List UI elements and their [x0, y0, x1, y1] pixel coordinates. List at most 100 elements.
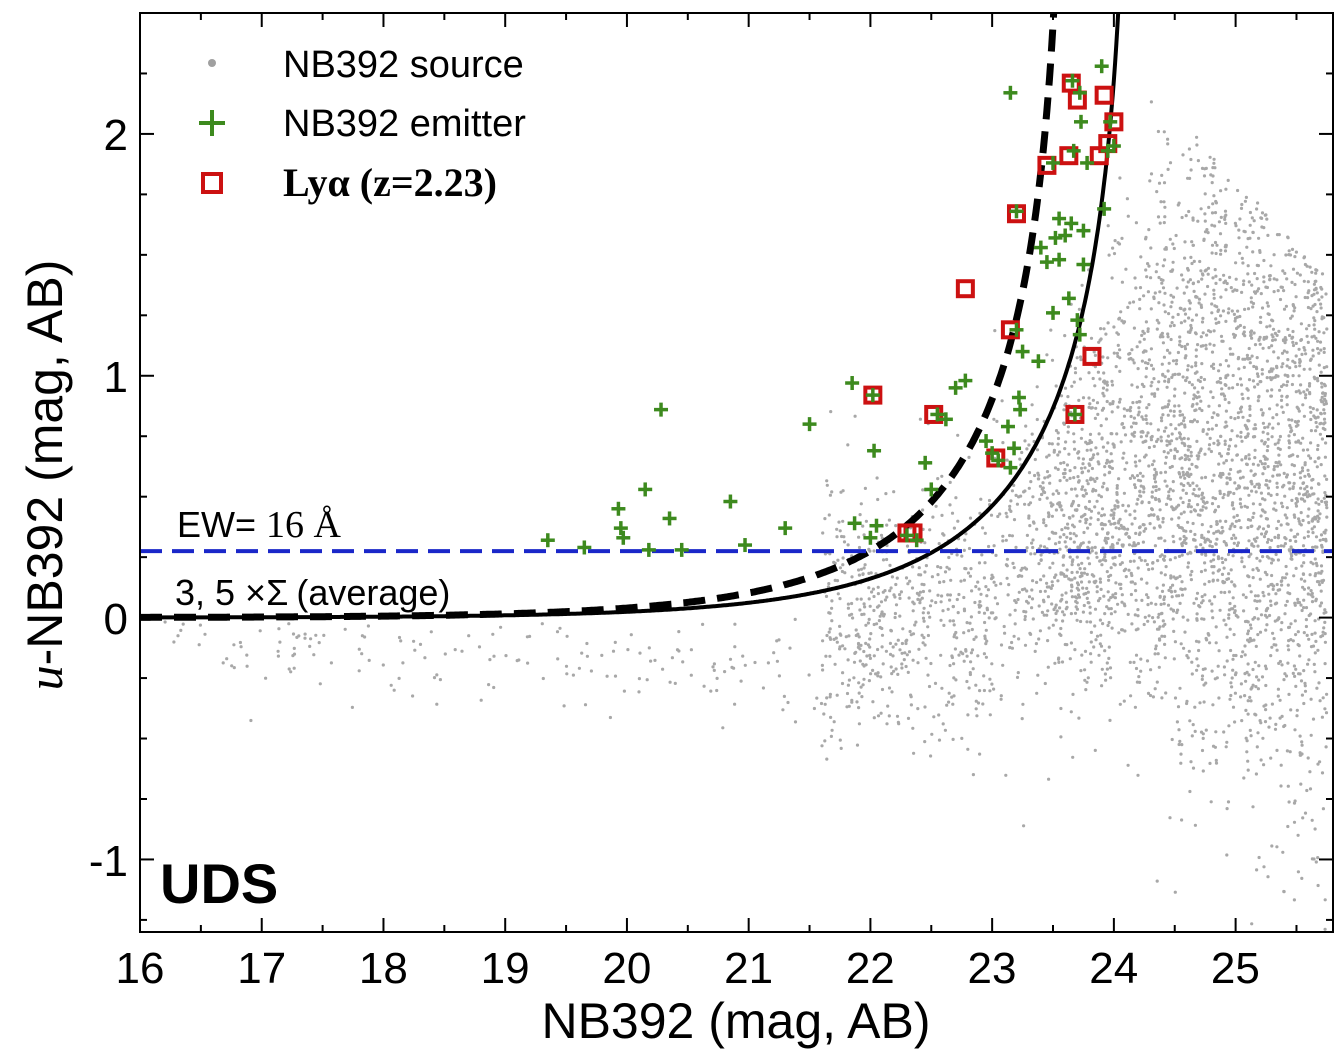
source-point — [871, 587, 876, 591]
source-point — [1160, 419, 1164, 423]
source-point — [1115, 491, 1119, 495]
source-point — [1315, 564, 1319, 568]
source-point — [903, 651, 907, 655]
source-point — [1134, 421, 1138, 425]
source-point — [1080, 487, 1084, 491]
source-point — [788, 646, 792, 650]
source-point — [1266, 304, 1270, 308]
source-point — [1214, 761, 1219, 765]
source-point — [917, 593, 921, 597]
source-point — [1075, 555, 1079, 559]
source-point — [1264, 703, 1268, 707]
source-point — [1307, 613, 1311, 618]
source-point — [1194, 354, 1198, 358]
source-point — [1268, 277, 1272, 281]
source-point — [1170, 300, 1174, 304]
source-point — [1204, 347, 1208, 351]
source-point — [1043, 476, 1047, 480]
source-point — [975, 714, 979, 718]
source-point — [1015, 675, 1020, 680]
source-point — [1050, 514, 1054, 518]
source-point — [1179, 512, 1183, 516]
source-point — [1206, 272, 1210, 276]
source-point — [1187, 499, 1191, 503]
ew-annotation: EW= 16 Å — [177, 504, 342, 546]
source-point — [418, 642, 423, 647]
source-point — [1100, 684, 1104, 688]
source-point — [1274, 460, 1278, 465]
source-point — [1064, 545, 1068, 549]
source-point — [1256, 463, 1260, 467]
nb392-sources-layer — [163, 100, 1329, 931]
source-point — [1207, 427, 1211, 431]
source-point — [1059, 633, 1063, 638]
source-point — [1132, 559, 1136, 563]
source-point — [1251, 305, 1255, 309]
source-point — [830, 490, 834, 494]
source-point — [1238, 502, 1242, 506]
source-point — [922, 583, 926, 587]
source-point — [933, 681, 938, 686]
source-point — [1200, 674, 1205, 678]
source-point — [1116, 343, 1120, 347]
source-point — [872, 594, 876, 599]
source-point — [830, 606, 834, 610]
source-point — [1210, 223, 1214, 227]
source-point — [1200, 476, 1204, 480]
source-point — [1173, 387, 1177, 391]
source-point — [1196, 219, 1200, 223]
source-point — [843, 647, 847, 651]
source-point — [1259, 292, 1263, 296]
source-point — [940, 686, 944, 690]
source-point — [1270, 435, 1274, 439]
source-point — [1142, 455, 1147, 459]
source-point — [1279, 784, 1283, 788]
source-point — [1093, 748, 1097, 753]
source-point — [1135, 400, 1139, 404]
source-point — [1284, 603, 1288, 607]
source-point — [1296, 423, 1300, 427]
source-point — [1075, 570, 1079, 574]
source-point — [1194, 394, 1198, 399]
source-point — [1183, 443, 1187, 448]
source-point — [1016, 671, 1020, 675]
source-point — [1182, 436, 1186, 440]
source-point — [1207, 404, 1211, 408]
source-point — [1066, 395, 1070, 399]
source-point — [1320, 395, 1324, 399]
source-point — [1266, 437, 1270, 441]
source-point — [1095, 585, 1099, 589]
source-point — [1303, 348, 1307, 352]
source-point — [1139, 484, 1143, 488]
source-point — [1257, 287, 1261, 291]
source-point — [1133, 582, 1137, 586]
source-point — [1081, 396, 1086, 400]
source-point — [1132, 361, 1136, 365]
source-point — [1203, 568, 1207, 572]
source-point — [1017, 637, 1021, 641]
source-point — [992, 687, 996, 691]
source-point — [1138, 494, 1142, 498]
source-point — [793, 720, 798, 724]
source-point — [1200, 523, 1204, 527]
source-point — [1073, 595, 1077, 599]
source-point — [967, 455, 971, 459]
source-point — [1251, 515, 1255, 520]
source-point — [1209, 524, 1213, 529]
source-point — [1189, 578, 1193, 582]
source-point — [1031, 617, 1035, 621]
source-point — [1191, 492, 1195, 496]
source-point — [979, 592, 983, 596]
source-point — [1110, 508, 1114, 512]
source-point — [1147, 228, 1151, 232]
source-point — [1284, 304, 1288, 308]
source-point — [1265, 376, 1269, 380]
source-point — [1286, 644, 1290, 648]
source-point — [1178, 686, 1182, 690]
source-point — [1255, 556, 1259, 560]
source-point — [1165, 348, 1170, 352]
source-point — [1130, 622, 1134, 626]
source-point — [1023, 614, 1027, 619]
source-point — [1054, 603, 1058, 607]
source-point — [1062, 613, 1066, 617]
